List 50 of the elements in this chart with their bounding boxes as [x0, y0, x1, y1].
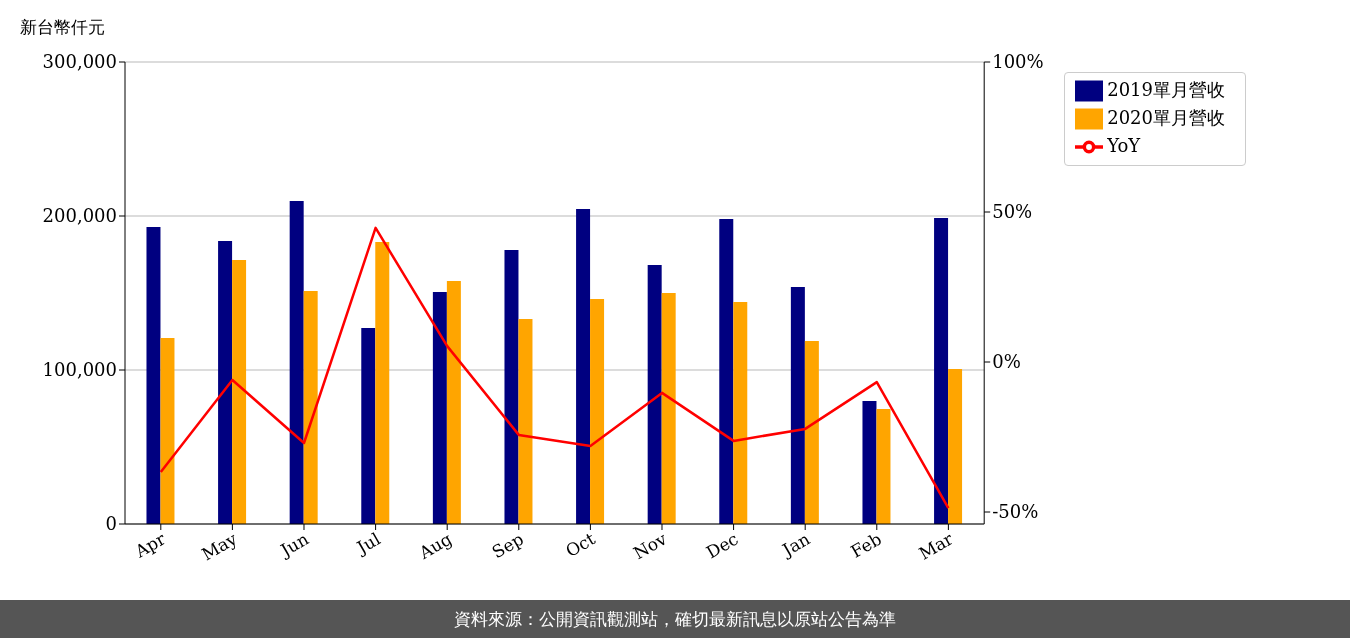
bar [504, 250, 519, 524]
bar [790, 286, 805, 524]
bar [804, 341, 819, 524]
bar [160, 337, 175, 524]
legend-label: YoY [1107, 135, 1141, 156]
x-tick-label: Jul [351, 528, 384, 559]
bar [862, 400, 877, 524]
y-tick-label: 200,000 [42, 205, 117, 227]
bar [876, 408, 891, 524]
bar [361, 327, 376, 524]
bar [375, 242, 390, 524]
line-series [159, 226, 950, 510]
bar [647, 264, 662, 524]
x-tick-label: Jun [275, 528, 313, 562]
bar [218, 240, 233, 524]
x-tick-label: Feb [847, 528, 885, 562]
y2-tick-label: 0% [992, 351, 1021, 373]
bar [303, 291, 318, 524]
bar [232, 260, 247, 524]
bar [661, 293, 676, 524]
source-note: 資料來源：公開資訊觀測站，確切最新訊息以原站公告為準 [0, 600, 1350, 638]
x-tick-label: Aug [414, 528, 456, 564]
x-tick-label: Oct [562, 528, 599, 562]
x-tick-label: Apr [130, 528, 170, 563]
bar [446, 280, 461, 524]
bar [289, 201, 304, 524]
bar [719, 219, 734, 524]
bar [518, 319, 533, 524]
y2-tick-label: 50% [992, 201, 1033, 223]
y-tick-label: 0 [105, 513, 117, 535]
bar [576, 209, 591, 524]
y-tick-label: 300,000 [42, 51, 117, 73]
legend-label: 2020單月營收 [1107, 107, 1225, 128]
bar [146, 226, 161, 524]
y2-tick-label: 100% [992, 51, 1044, 73]
x-tick-label: Dec [702, 528, 742, 563]
y2-tick-label: -50% [992, 501, 1039, 523]
y-axis-title: 新台幣仟元 [20, 16, 105, 39]
bar [432, 292, 447, 524]
x-tick-label: Nov [629, 528, 671, 564]
x-tick-label: Sep [488, 528, 527, 563]
x-tick-label: Jan [777, 528, 814, 561]
x-tick-label: Mar [915, 528, 958, 564]
x-tick-label: May [198, 528, 241, 565]
bar [733, 301, 748, 524]
y-tick-label: 100,000 [42, 359, 117, 381]
bar [934, 218, 949, 524]
bar [590, 299, 605, 524]
legend-label: 2019單月營收 [1107, 79, 1225, 100]
bar [948, 369, 963, 524]
